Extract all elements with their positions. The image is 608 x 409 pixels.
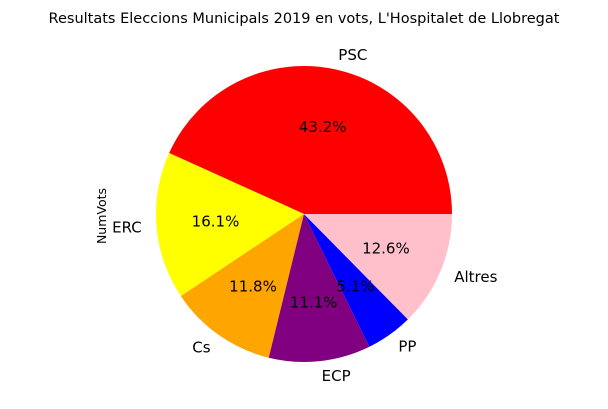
percent-label-pp: 5.1% <box>336 277 374 295</box>
pie-slice-erc <box>156 153 304 297</box>
percent-label-psc: 43.2% <box>299 118 347 136</box>
pie-slice-ecp <box>268 214 370 363</box>
slice-label-altres: Altres <box>454 268 497 286</box>
chart-title: Resultats Eleccions Municipals 2019 en v… <box>49 11 560 27</box>
pie-slices <box>156 66 452 363</box>
pie-slice-psc <box>169 66 452 214</box>
slice-label-psc: PSC <box>338 46 367 64</box>
slice-label-pp: PP <box>398 338 416 356</box>
percent-label-ecp: 11.1% <box>290 293 338 311</box>
pie-slice-cs <box>180 214 304 358</box>
percent-label-erc: 16.1% <box>192 212 240 230</box>
percent-labels: 43.2% 16.1% 11.8% 11.1%5.1% 12.6% <box>192 118 410 311</box>
slice-label-cs: Cs <box>192 338 210 356</box>
slice-labels: PSC ERC Cs ECP PP Altres <box>112 46 497 385</box>
pie-slice-pp <box>304 214 408 347</box>
slice-label-erc: ERC <box>112 218 142 236</box>
percent-label-cs: 11.8% <box>229 278 277 296</box>
slice-label-ecp: ECP <box>322 367 351 385</box>
percent-label-altres: 12.6% <box>362 239 410 257</box>
y-axis-label: NumVots <box>94 188 109 244</box>
pie-slice-altres <box>304 214 452 320</box>
